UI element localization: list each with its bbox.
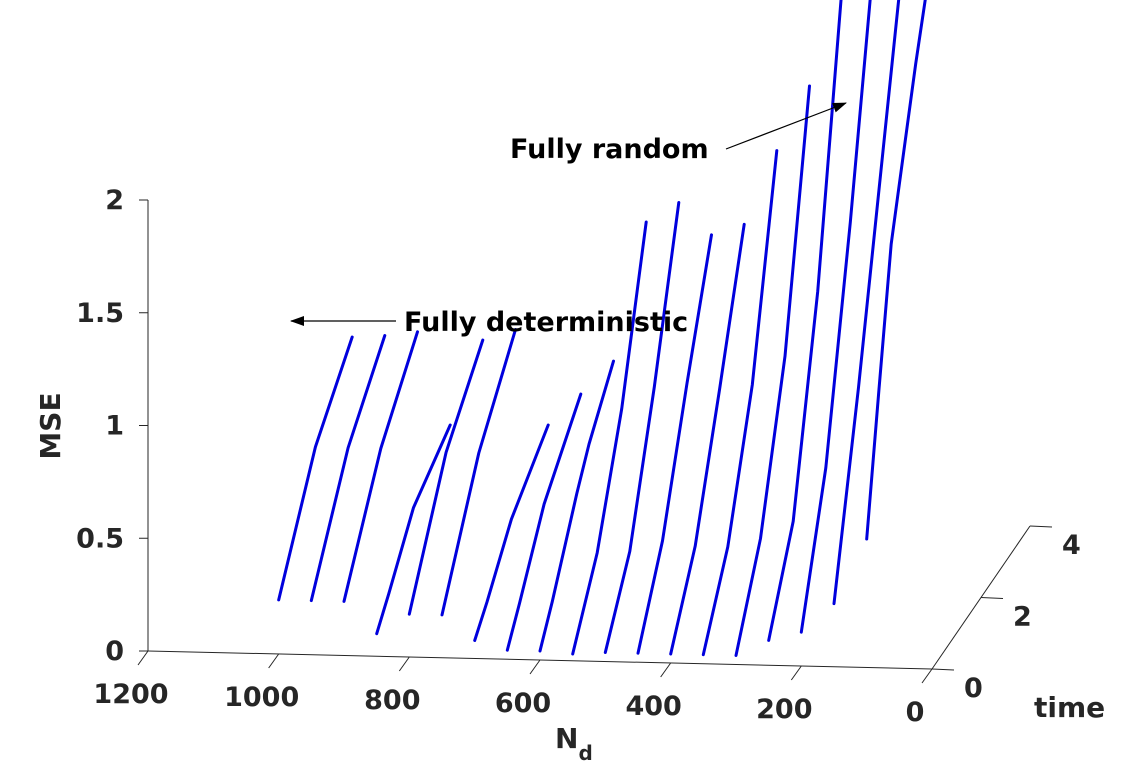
series-line	[832, 0, 901, 606]
series-line	[440, 328, 517, 617]
x-tick-label: 1200	[93, 679, 168, 710]
x-tick-label: 600	[495, 688, 551, 719]
annotation-fully-deterministic-label: Fully deterministic	[404, 307, 688, 338]
x-tick-mark	[921, 668, 933, 684]
series-line	[505, 392, 583, 652]
x-tick-label: 200	[756, 694, 812, 725]
series-line	[309, 334, 387, 603]
z-tick-label: 1	[105, 411, 124, 442]
series-line	[669, 222, 746, 656]
series-line	[767, 0, 843, 642]
series-lines	[277, 0, 927, 657]
ticks: 0 0.5 1 1.5 2 0 200 400 600 800 1000 1200 0 2 4	[76, 185, 1081, 728]
x-axis-title: Nd	[555, 722, 593, 765]
x-tick-mark	[268, 653, 280, 669]
x-tick-label: 0	[906, 697, 925, 728]
series-line	[342, 330, 419, 603]
y-tick-label: 4	[1062, 530, 1081, 561]
y-tick-label: 2	[1013, 602, 1032, 633]
y-tick-mark	[931, 668, 955, 671]
series-line	[473, 423, 550, 642]
series-line	[407, 338, 485, 616]
x-tick-label: 800	[364, 685, 420, 716]
z-tick-label: 2	[105, 185, 124, 216]
x-axis-title-subscript: d	[578, 741, 592, 765]
x-tick-mark	[790, 665, 802, 681]
series-line	[734, 84, 811, 657]
annotation-fully-deterministic: Fully deterministic	[290, 307, 688, 338]
x-tick-mark	[529, 659, 541, 675]
y-tick-mark	[980, 597, 1004, 599]
series-line	[277, 335, 354, 602]
x-tick-mark	[137, 650, 149, 666]
annotation-fully-random-arrow	[725, 102, 847, 150]
y-tick-label: 0	[964, 673, 983, 704]
series-line	[636, 233, 713, 655]
series-line	[571, 220, 648, 656]
z-tick-label: 1.5	[76, 298, 124, 329]
annotation-fully-random: Fully random	[510, 102, 847, 165]
z-tick-label: 0.5	[76, 523, 124, 554]
x-axis-title-main: N	[555, 722, 578, 755]
x-tick-label: 400	[625, 691, 681, 722]
z-tick-label: 0	[105, 636, 124, 667]
series-line	[603, 201, 681, 654]
annotation-fully-random-label: Fully random	[510, 134, 709, 165]
y-tick-mark	[1029, 525, 1053, 528]
y-axis-title: time	[1034, 691, 1105, 724]
x-tick-mark	[398, 656, 410, 672]
series-line	[375, 423, 452, 636]
series-line	[538, 359, 615, 653]
z-axis-title: MSE	[34, 392, 67, 459]
x-tick-mark	[660, 662, 672, 678]
series-line	[865, 0, 927, 541]
series-line	[799, 0, 872, 634]
series-line	[701, 149, 779, 657]
x-tick-label: 1000	[224, 682, 299, 713]
